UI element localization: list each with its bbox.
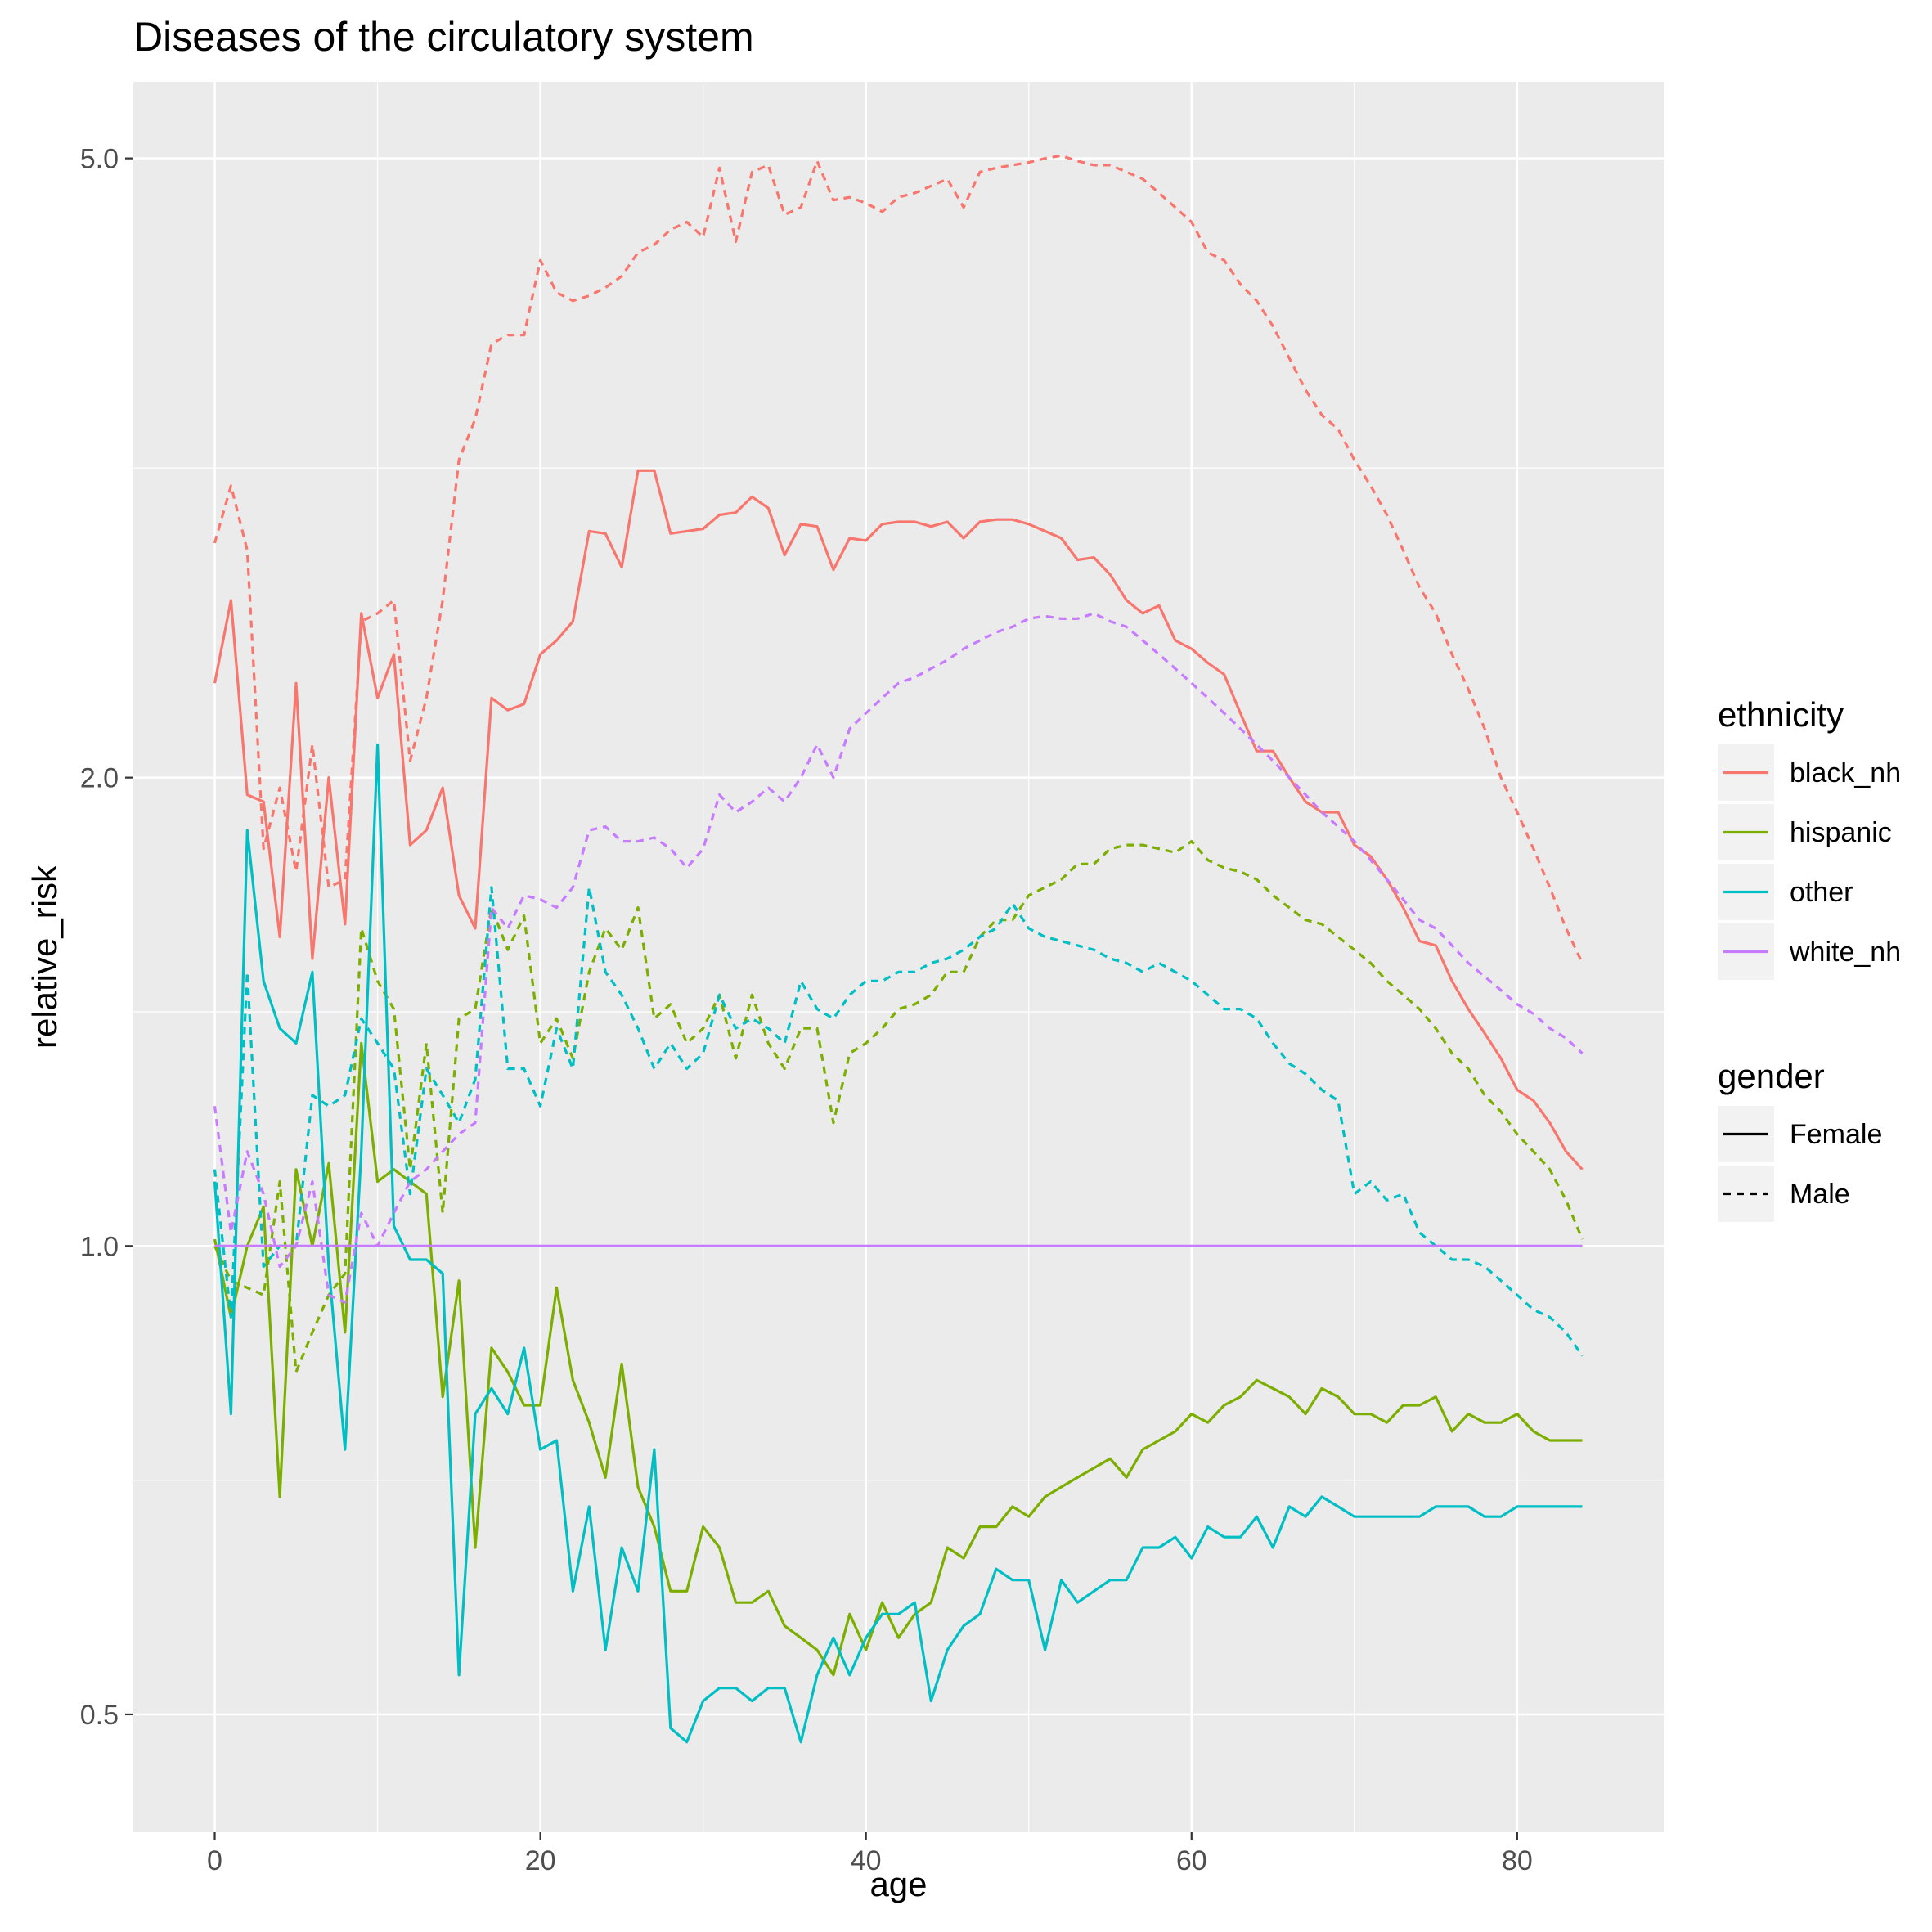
legend-label-male: Male bbox=[1790, 1179, 1850, 1210]
legend-label-female: Female bbox=[1790, 1119, 1882, 1150]
legend: ethnicity black_nh hispanic other white_nhge… bbox=[1718, 695, 1901, 1222]
series-lines bbox=[213, 154, 1584, 1744]
series-line-hispanic-male bbox=[213, 840, 1584, 1373]
x-tick-label: 0 bbox=[207, 1845, 222, 1876]
x-tick-label: 80 bbox=[1502, 1845, 1533, 1876]
x-tick-label: 60 bbox=[1176, 1845, 1207, 1876]
x-tick-label: 40 bbox=[851, 1845, 882, 1876]
y-axis: 0.5 1.0 2.0 5.0 bbox=[80, 144, 133, 1731]
legend-title-gender: gender bbox=[1718, 1057, 1825, 1095]
y-tick-label: 5.0 bbox=[80, 144, 119, 175]
series-line-black_nh-female bbox=[213, 469, 1584, 1170]
y-tick-label: 1.0 bbox=[80, 1231, 119, 1262]
series-line-hispanic-female bbox=[213, 1041, 1583, 1677]
x-axis: 0 20 40 60 80 bbox=[207, 1832, 1533, 1876]
series-line-other-male bbox=[213, 886, 1584, 1357]
series-line-white_nh-male bbox=[213, 612, 1584, 1304]
x-axis-title: age bbox=[869, 1865, 927, 1903]
plot-panel bbox=[133, 82, 1664, 1832]
y-tick-label: 2.0 bbox=[80, 763, 119, 794]
x-tick-label: 20 bbox=[525, 1845, 556, 1876]
chart-title: Diseases of the circulatory system bbox=[133, 14, 754, 60]
legend-label-other: other bbox=[1790, 877, 1853, 908]
series-line-other-female bbox=[213, 743, 1583, 1744]
legend-label-white_nh: white_nh bbox=[1789, 937, 1901, 968]
legend-label-black_nh: black_nh bbox=[1790, 757, 1901, 789]
y-axis-title: relative_risk bbox=[25, 865, 64, 1049]
legend-title-ethnicity: ethnicity bbox=[1718, 695, 1844, 734]
minor-gridlines bbox=[133, 82, 1664, 1832]
legend-label-hispanic: hispanic bbox=[1790, 817, 1892, 848]
y-tick-label: 0.5 bbox=[80, 1700, 119, 1731]
